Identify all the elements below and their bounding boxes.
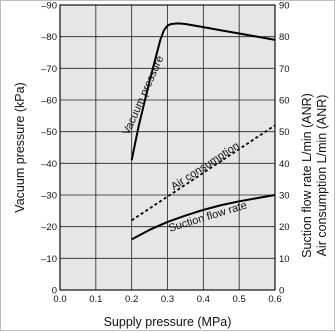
y-right-tick-label: 50 — [279, 127, 290, 138]
series-line-suction-flow-rate — [131, 194, 276, 241]
y-right-tick-label: 10 — [279, 254, 290, 265]
y-right-tick-label: 20 — [279, 222, 290, 233]
y-left-tick-label: –70 — [41, 64, 57, 75]
y-right-tick-label: 60 — [279, 96, 290, 107]
series — [130, 22, 276, 241]
y-right-tick-label: 40 — [279, 159, 290, 170]
y-left-tick-label: –30 — [41, 191, 57, 202]
plot-border — [59, 4, 276, 291]
x-tick-label: 0.4 — [197, 294, 210, 305]
y-right-tick-label: 80 — [279, 32, 290, 43]
x-axis-label: Supply pressure (MPa) — [104, 315, 232, 329]
y-right-tick-label: 70 — [279, 64, 290, 75]
series-line-air-consumption — [131, 124, 276, 222]
y-axis-right-label-air: Air consumption L/min (ANR) — [315, 95, 329, 257]
y-right-tick-label: 0 — [279, 286, 284, 297]
ticks: 0.0 0.1 0.2 0.3 0.4 0.5 0.60 0–10 10–20 20–30 30–4… — [41, 1, 289, 306]
y-left-tick-label: –50 — [41, 127, 57, 138]
x-tick-label: 0.2 — [125, 294, 138, 305]
y-left-tick-label: –80 — [41, 32, 57, 43]
y-left-tick-label: –40 — [41, 159, 57, 170]
y-left-tick-label: –90 — [41, 1, 57, 12]
x-tick-label: 0.0 — [53, 294, 66, 305]
y-right-tick-label: 30 — [279, 191, 290, 202]
y-left-tick-label: –10 — [41, 254, 57, 265]
x-tick-label: 0.5 — [233, 294, 246, 305]
y-axis-left-label: Vacuum pressure (kPa) — [13, 82, 27, 212]
x-tick-label: 0.1 — [89, 294, 102, 305]
x-tick-label: 0.6 — [268, 294, 281, 305]
y-right-tick-label: 90 — [279, 1, 290, 12]
y-left-tick-label: –60 — [41, 96, 57, 107]
x-tick-label: 0.3 — [161, 294, 174, 305]
y-left-tick-label: –20 — [41, 222, 57, 233]
y-axis-right-label-suction: Suction flow rate L/min (ANR) — [300, 93, 314, 258]
series-line-vacuum-pressure — [130, 22, 276, 161]
y-left-tick-label: 0 — [52, 286, 57, 297]
